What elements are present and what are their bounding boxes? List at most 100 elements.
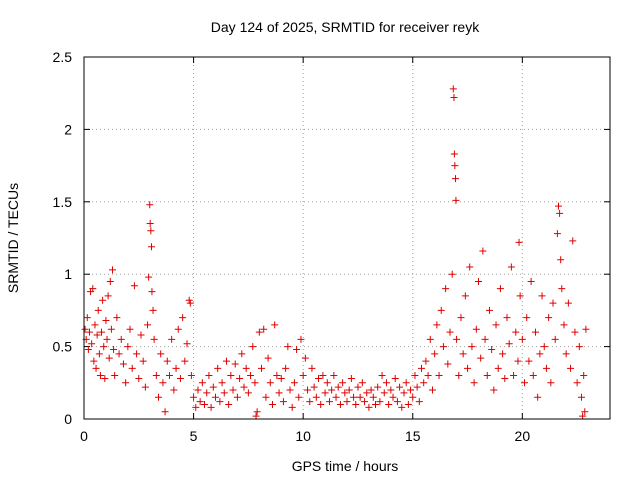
data-point <box>148 243 156 251</box>
data-point <box>483 372 491 380</box>
data-point <box>393 398 401 406</box>
data-point <box>290 379 298 387</box>
data-point <box>523 314 531 322</box>
data-point <box>402 379 410 387</box>
data-point <box>505 340 513 348</box>
data-point <box>279 398 287 406</box>
data-point <box>518 335 526 343</box>
data-point <box>186 299 194 307</box>
data-point <box>439 343 447 351</box>
data-point <box>124 343 132 351</box>
data-point <box>581 408 589 416</box>
data-point <box>236 374 244 382</box>
data-point <box>567 364 575 372</box>
x-tick-labels: 0 5 10 15 20 <box>80 428 530 444</box>
data-point <box>464 364 472 372</box>
x-tick-label: 10 <box>295 428 311 444</box>
data-point <box>284 343 292 351</box>
data-point <box>203 389 211 397</box>
data-point <box>110 345 118 353</box>
data-point <box>521 379 529 387</box>
data-point <box>336 401 344 409</box>
data-point <box>396 383 404 391</box>
data-point <box>264 354 272 362</box>
data-point <box>201 401 209 409</box>
data-point <box>101 374 109 382</box>
data-point <box>494 364 502 372</box>
data-point <box>341 389 349 397</box>
data-point <box>150 335 158 343</box>
data-point <box>295 393 303 401</box>
data-point <box>288 403 296 411</box>
data-point <box>400 389 408 397</box>
data-point <box>582 325 590 333</box>
data-points <box>81 85 590 420</box>
data-point <box>240 383 248 391</box>
data-point <box>499 350 507 358</box>
chart-title: Day 124 of 2025, SRMTID for receiver rey… <box>211 19 480 35</box>
data-point <box>104 292 112 300</box>
data-point <box>554 202 562 210</box>
data-point <box>451 175 459 183</box>
data-point <box>95 350 103 358</box>
data-point <box>323 379 331 387</box>
data-point <box>328 386 336 394</box>
y-tick-labels: 0 0.5 1 1.5 2 2.5 <box>53 49 73 427</box>
data-point <box>378 372 386 380</box>
data-point <box>99 296 107 304</box>
data-point <box>122 379 130 387</box>
data-point <box>557 256 565 264</box>
data-point <box>435 372 443 380</box>
x-tick-label: 20 <box>515 428 531 444</box>
data-point <box>308 364 316 372</box>
data-point <box>157 350 165 358</box>
data-point <box>461 292 469 300</box>
data-point <box>485 306 493 314</box>
data-point <box>514 357 522 365</box>
data-point <box>365 403 373 411</box>
data-point <box>238 350 246 358</box>
data-point <box>545 314 553 322</box>
data-point <box>297 335 305 343</box>
data-point <box>376 398 384 406</box>
data-point <box>88 340 96 348</box>
data-point <box>148 288 156 296</box>
data-point <box>293 345 301 353</box>
data-point <box>409 393 417 401</box>
data-point <box>488 345 496 353</box>
data-point <box>107 325 115 333</box>
data-point <box>214 364 222 372</box>
data-point <box>492 321 500 329</box>
data-point <box>475 277 482 285</box>
data-point <box>382 379 390 387</box>
y-tick-label: 2 <box>64 121 72 137</box>
data-point <box>321 389 329 397</box>
data-point <box>515 238 523 246</box>
data-point <box>165 372 173 380</box>
data-point <box>220 389 228 397</box>
data-point <box>527 277 535 285</box>
data-point <box>450 94 458 102</box>
data-point <box>262 393 270 401</box>
data-point <box>183 340 191 348</box>
data-point <box>273 372 281 380</box>
data-point <box>260 325 268 333</box>
data-point <box>418 364 426 372</box>
x-tick-label: 5 <box>190 428 198 444</box>
data-point <box>356 393 364 401</box>
data-point <box>332 393 340 401</box>
data-point <box>103 335 111 343</box>
data-point <box>198 379 206 387</box>
data-point <box>426 335 434 343</box>
y-tick-label: 2.5 <box>53 49 73 65</box>
data-point <box>268 401 276 409</box>
data-point <box>90 357 98 365</box>
y-tick-label: 1.5 <box>53 194 73 210</box>
data-point <box>83 314 91 322</box>
data-point <box>227 372 235 380</box>
data-point <box>163 357 171 365</box>
x-axis-label: GPS time / hours <box>292 458 399 474</box>
data-point <box>176 374 184 382</box>
data-point <box>187 372 195 380</box>
data-point <box>415 398 423 406</box>
